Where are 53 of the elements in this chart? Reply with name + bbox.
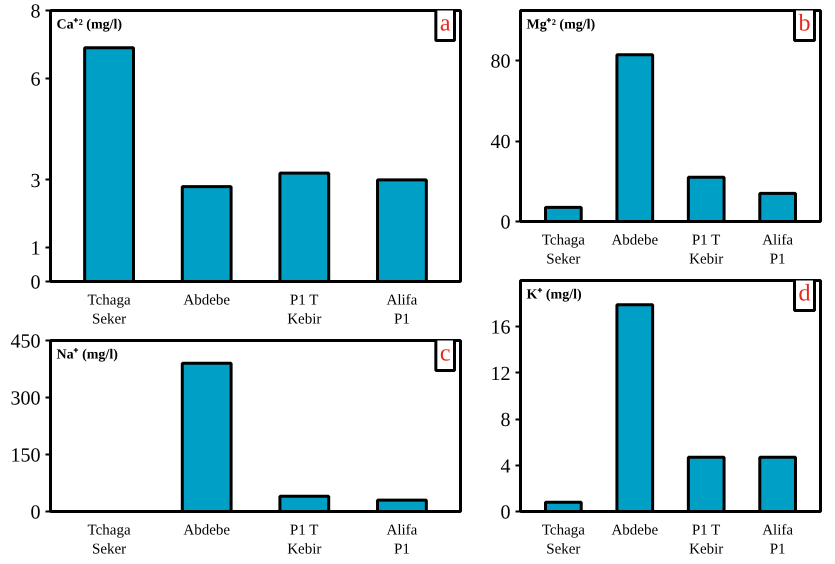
bar <box>758 456 797 512</box>
y-tick-label: 0 <box>500 502 510 524</box>
y-tick-label: 6 <box>30 68 40 90</box>
x-tick-label: Tchaga Seker <box>88 522 131 558</box>
x-tick-label: Alifa P1 <box>762 522 794 558</box>
x-tick-label: Alifa P1 <box>762 232 794 268</box>
x-tick-label: Tchaga Seker <box>88 292 131 328</box>
y-tick-label: 8 <box>500 409 510 432</box>
bar <box>615 53 654 222</box>
bar <box>686 456 726 512</box>
y-tick-label: 4 <box>500 455 510 478</box>
bar <box>278 494 330 512</box>
y-tick-label: 16 <box>490 316 510 339</box>
bar <box>278 172 330 282</box>
x-tick-label: Tchaga Seker <box>542 232 586 268</box>
annotation: b <box>798 10 810 36</box>
y-tick-label: 300 <box>10 388 40 410</box>
annotation: a <box>440 10 451 36</box>
x-tick-label: Alifa P1 <box>386 292 418 328</box>
x-tick-label: P1 T Kebir <box>287 292 322 328</box>
bar <box>180 362 233 512</box>
bar <box>180 185 233 282</box>
x-tick-label: Abdebe <box>611 522 658 538</box>
y-tick-label: 0 <box>30 502 40 524</box>
y-tick-label: 0 <box>30 272 40 294</box>
bar <box>758 192 797 222</box>
bar <box>686 176 726 222</box>
x-tick-label: Alifa P1 <box>386 522 418 558</box>
bar <box>376 178 428 282</box>
bar <box>615 303 654 512</box>
x-tick-label: Abdebe <box>611 232 658 248</box>
x-tick-label: P1 T Kebir <box>287 522 322 558</box>
text: K⁺ (mg/l) <box>526 288 582 302</box>
text: Mg⁺² (mg/l) <box>526 18 596 32</box>
x-tick-label: Abdebe <box>183 522 230 538</box>
text: Ca⁺² (mg/l) <box>56 18 122 32</box>
y-tick-label: 150 <box>10 444 40 466</box>
x-tick-label: Abdebe <box>183 292 230 308</box>
y-tick-label: 0 <box>500 212 510 234</box>
annotation: d <box>798 280 810 306</box>
y-tick-label: 12 <box>490 362 510 385</box>
annotation: c <box>440 340 451 366</box>
y-tick-label: 1 <box>30 238 40 260</box>
y-tick-label: 40 <box>490 131 510 154</box>
bar <box>83 46 135 282</box>
text: Na⁺ (mg/l) <box>56 348 118 362</box>
y-tick-label: 8 <box>30 0 40 22</box>
x-tick-label: Tchaga Seker <box>542 522 586 558</box>
y-tick-label: 3 <box>30 170 40 192</box>
y-tick-label: 450 <box>10 330 40 352</box>
y-tick-label: 80 <box>490 50 510 73</box>
x-tick-label: P1 T Kebir <box>689 232 724 268</box>
x-tick-label: P1 T Kebir <box>689 522 724 558</box>
